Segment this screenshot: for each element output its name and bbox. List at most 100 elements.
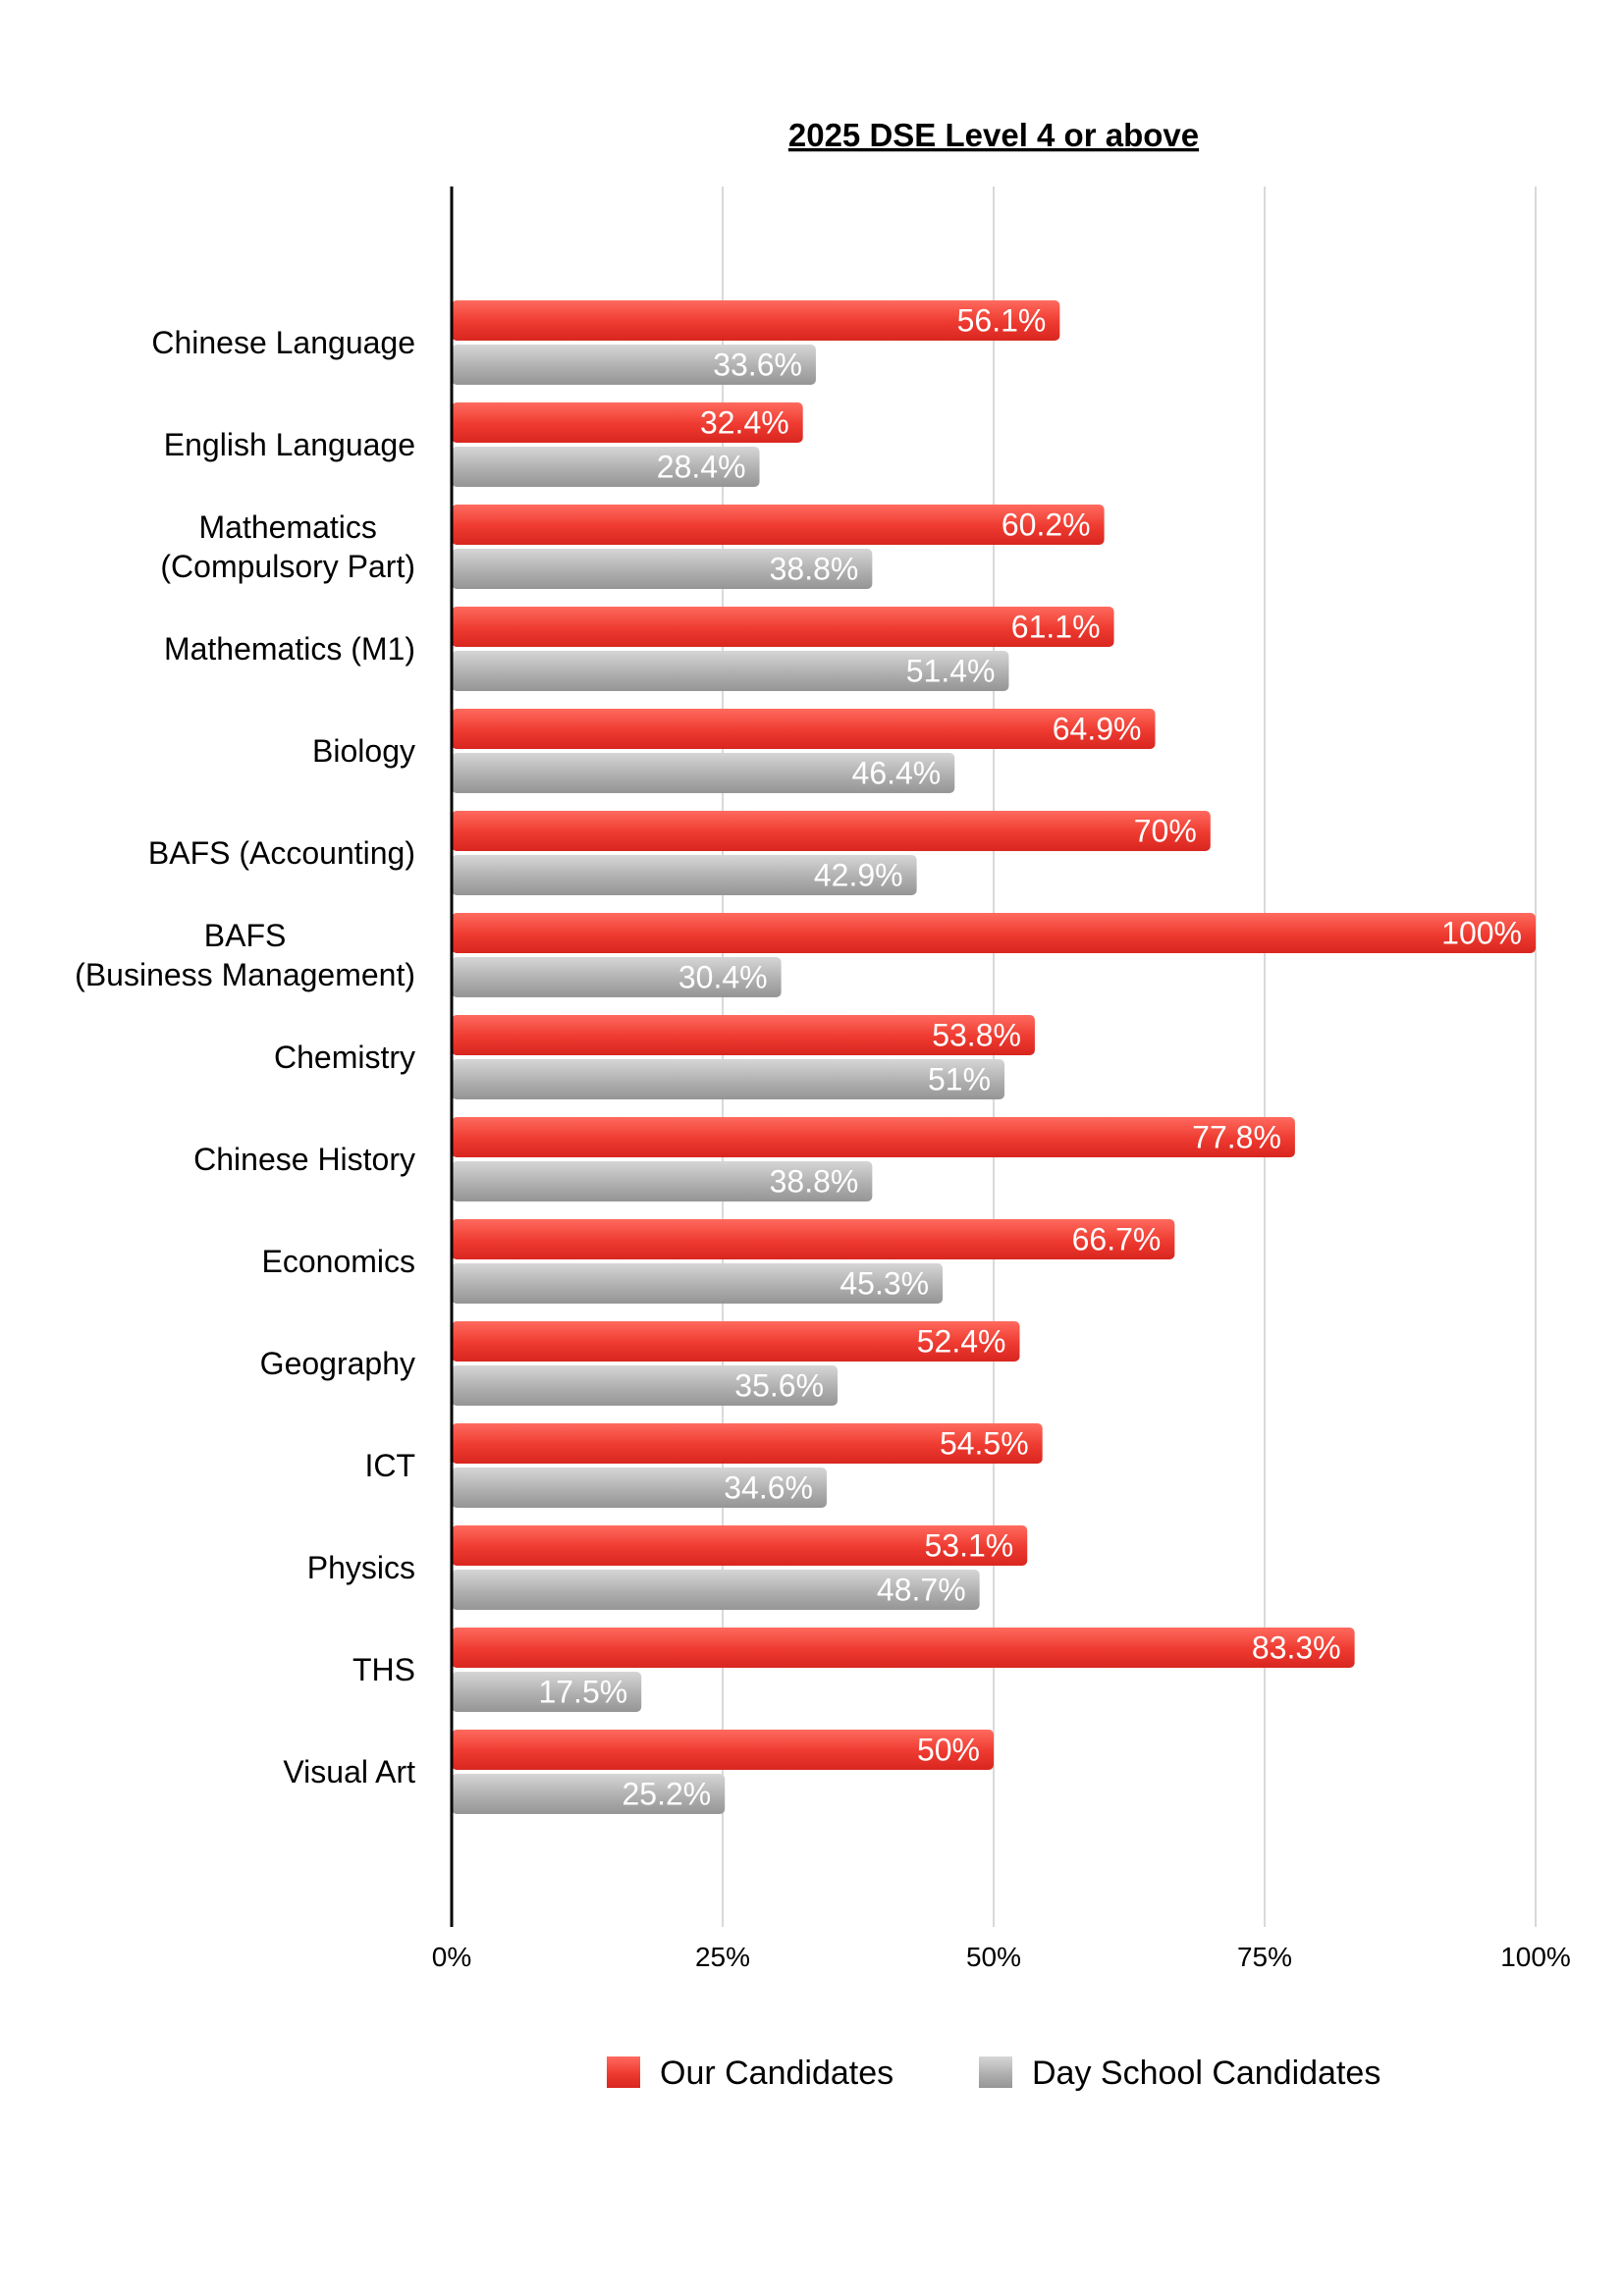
bar-our-candidates-mathematics-m1 xyxy=(452,607,1114,647)
bar-group-english-language: 32.4% 28.4% xyxy=(452,402,803,487)
x-tick-label-100: 100% xyxy=(1500,1942,1571,1972)
bar-day-school-candidates-geography xyxy=(452,1365,839,1406)
data-label-our-candidates-biology: 64.9% xyxy=(1053,712,1142,747)
data-label-day-school-candidates-physics: 48.7% xyxy=(877,1573,966,1608)
bar-our-candidates-economics xyxy=(452,1219,1175,1259)
data-label-day-school-candidates-economics: 45.3% xyxy=(839,1266,929,1302)
category-label-line: Chinese Language xyxy=(151,325,415,360)
bar-group-mathematics-m1: 61.1% 51.4% xyxy=(452,607,1114,691)
x-axis-ticks: 0% 25% 50% 75% 100% xyxy=(432,1942,1571,1972)
data-label-our-candidates-chinese-language: 56.1% xyxy=(957,303,1047,339)
bar-group-geography: 52.4% 35.6% xyxy=(452,1321,1020,1406)
bar-day-school-candidates-bafs-accounting xyxy=(452,855,917,895)
legend-swatch-day-school-candidates xyxy=(979,2056,1012,2088)
data-label-our-candidates-mathematics-compulsory-part: 60.2% xyxy=(1001,507,1091,543)
bar-our-candidates-chinese-history xyxy=(452,1117,1295,1157)
data-label-our-candidates-ict: 54.5% xyxy=(940,1426,1029,1462)
bar-our-candidates-geography xyxy=(452,1321,1020,1362)
category-label-ict: ICT xyxy=(364,1448,415,1483)
data-label-day-school-candidates-bafs-business-management: 30.4% xyxy=(678,960,768,995)
category-label-line: Economics xyxy=(262,1244,416,1279)
category-label-visual-art: Visual Art xyxy=(283,1754,415,1789)
category-label-line: Mathematics (M1) xyxy=(164,631,415,667)
category-label-line: Geography xyxy=(260,1346,415,1381)
bar-group-ths: 83.3% 17.5% xyxy=(452,1628,1355,1712)
data-label-day-school-candidates-bafs-accounting: 42.9% xyxy=(814,858,903,893)
bar-group-bafs-accounting: 70% 42.9% xyxy=(452,811,1211,895)
bar-day-school-candidates-ths xyxy=(452,1672,642,1712)
category-label-line: (Business Management) xyxy=(75,957,415,992)
x-tick-label-25: 25% xyxy=(695,1942,750,1972)
data-label-day-school-candidates-chinese-language: 33.6% xyxy=(713,347,802,383)
data-label-day-school-candidates-biology: 46.4% xyxy=(852,756,942,791)
data-label-day-school-candidates-chinese-history: 38.8% xyxy=(770,1164,859,1200)
bar-our-candidates-biology xyxy=(452,709,1156,749)
category-label-line: Visual Art xyxy=(283,1754,415,1789)
bar-our-candidates-ict xyxy=(452,1423,1043,1464)
bar-day-school-candidates-english-language xyxy=(452,447,760,487)
bar-day-school-candidates-chinese-language xyxy=(452,345,816,385)
bar-group-economics: 66.7% 45.3% xyxy=(452,1219,1175,1304)
legend-swatch-our-candidates xyxy=(607,2056,640,2088)
legend-label-day-school-candidates: Day School Candidates xyxy=(1032,2055,1380,2092)
category-label-line: THS xyxy=(352,1652,415,1687)
bar-day-school-candidates-economics xyxy=(452,1263,944,1304)
data-label-our-candidates-economics: 66.7% xyxy=(1072,1222,1162,1257)
data-label-day-school-candidates-ict: 34.6% xyxy=(724,1470,813,1506)
category-label-economics: Economics xyxy=(262,1244,416,1279)
category-label-mathematics-m1: Mathematics (M1) xyxy=(164,631,415,667)
chart-title: 2025 DSE Level 4 or above xyxy=(788,117,1199,153)
category-label-bafs-business-management: BAFS (Business Management) xyxy=(75,918,415,992)
data-label-day-school-candidates-mathematics-m1: 51.4% xyxy=(906,654,996,689)
category-label-line: ICT xyxy=(364,1448,415,1483)
bar-group-chinese-history: 77.8% 38.8% xyxy=(452,1117,1295,1201)
bar-group-bafs-business-management: 100% 30.4% xyxy=(452,913,1536,997)
category-labels: Chinese Language English Language Mathemat… xyxy=(75,325,415,1789)
category-label-line: BAFS (Accounting) xyxy=(148,835,415,871)
x-tick-label-0: 0% xyxy=(432,1942,471,1972)
category-label-mathematics-compulsory-part: Mathematics (Compulsory Part) xyxy=(160,509,415,584)
bar-our-candidates-chinese-language xyxy=(452,300,1060,341)
data-label-day-school-candidates-visual-art: 25.2% xyxy=(622,1777,711,1812)
data-label-our-candidates-english-language: 32.4% xyxy=(700,405,789,441)
bar-day-school-candidates-bafs-business-management xyxy=(452,957,782,997)
data-label-day-school-candidates-mathematics-compulsory-part: 38.8% xyxy=(770,552,859,587)
bar-day-school-candidates-mathematics-compulsory-part xyxy=(452,549,873,589)
bar-our-candidates-ths xyxy=(452,1628,1355,1668)
bar-our-candidates-visual-art xyxy=(452,1730,994,1770)
bar-group-physics: 53.1% 48.7% xyxy=(452,1525,1028,1610)
bar-day-school-candidates-biology xyxy=(452,753,955,793)
bar-our-candidates-chemistry xyxy=(452,1015,1035,1055)
bar-group-mathematics-compulsory-part: 60.2% 38.8% xyxy=(452,505,1105,589)
category-label-chinese-history: Chinese History xyxy=(193,1142,415,1177)
legend: Our Candidates Day School Candidates xyxy=(607,2055,1380,2092)
x-tick-label-50: 50% xyxy=(966,1942,1021,1972)
category-label-line: Chemistry xyxy=(274,1040,415,1075)
data-label-our-candidates-chemistry: 53.8% xyxy=(932,1018,1021,1053)
category-label-line: Physics xyxy=(307,1550,415,1585)
data-label-day-school-candidates-chemistry: 51% xyxy=(928,1062,991,1097)
data-label-our-candidates-bafs-accounting: 70% xyxy=(1134,814,1197,849)
category-label-chinese-language: Chinese Language xyxy=(151,325,415,360)
x-tick-label-75: 75% xyxy=(1237,1942,1292,1972)
category-label-physics: Physics xyxy=(307,1550,415,1585)
category-label-ths: THS xyxy=(352,1652,415,1687)
bar-day-school-candidates-ict xyxy=(452,1468,827,1508)
data-label-our-candidates-ths: 83.3% xyxy=(1252,1630,1341,1666)
bar-day-school-candidates-mathematics-m1 xyxy=(452,651,1009,691)
bar-our-candidates-english-language xyxy=(452,402,803,443)
data-label-our-candidates-chinese-history: 77.8% xyxy=(1192,1120,1281,1155)
bar-group-visual-art: 50% 25.2% xyxy=(452,1730,994,1814)
category-label-line: Biology xyxy=(312,733,415,769)
category-label-chemistry: Chemistry xyxy=(274,1040,415,1075)
legend-label-our-candidates: Our Candidates xyxy=(660,2055,893,2092)
bar-day-school-candidates-chinese-history xyxy=(452,1161,873,1201)
category-label-line: Mathematics xyxy=(199,509,377,545)
data-label-day-school-candidates-english-language: 28.4% xyxy=(657,450,746,485)
bar-our-candidates-bafs-business-management xyxy=(452,913,1536,953)
bar-day-school-candidates-chemistry xyxy=(452,1059,1005,1099)
category-label-line: Chinese History xyxy=(193,1142,415,1177)
data-label-day-school-candidates-geography: 35.6% xyxy=(734,1368,824,1404)
legend-item-day-school-candidates: Day School Candidates xyxy=(979,2055,1380,2092)
